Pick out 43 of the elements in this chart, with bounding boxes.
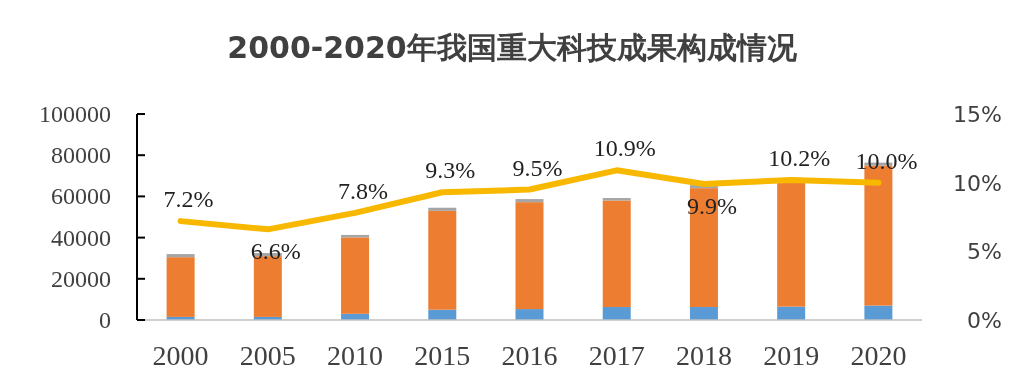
x-tick-label: 2016 bbox=[501, 340, 558, 371]
data-label: 9.3% bbox=[425, 157, 476, 184]
bar bbox=[777, 183, 806, 307]
x-tick-label: 2015 bbox=[414, 340, 471, 371]
x-tick-label: 2018 bbox=[675, 340, 732, 371]
chart-title: 2000-2020年我国重大科技成果构成情况 bbox=[227, 30, 798, 65]
y2-tick-label: 5% bbox=[967, 239, 1002, 265]
bar bbox=[602, 200, 631, 308]
data-label: 7.8% bbox=[338, 177, 389, 204]
bar bbox=[515, 202, 544, 310]
data-label: 10.0% bbox=[855, 147, 918, 174]
data-label: 9.5% bbox=[512, 154, 563, 181]
data-label: 6.6% bbox=[250, 238, 301, 265]
bar bbox=[777, 306, 806, 320]
bar bbox=[602, 198, 631, 201]
x-tick-label: 2005 bbox=[239, 340, 296, 371]
y-tick-label: 100000 bbox=[39, 101, 111, 127]
x-tick-label: 2000 bbox=[152, 340, 209, 371]
y-tick-label: 20000 bbox=[51, 265, 111, 292]
data-label: 10.2% bbox=[768, 144, 831, 171]
x-tick-label: 2020 bbox=[850, 340, 907, 371]
bar bbox=[428, 210, 457, 310]
data-label: 10.9% bbox=[593, 135, 656, 162]
y-tick-label: 40000 bbox=[51, 224, 111, 251]
bar bbox=[341, 237, 370, 314]
bar bbox=[602, 307, 631, 320]
x-tick-label: 2010 bbox=[327, 340, 384, 371]
bar bbox=[515, 309, 544, 320]
y2-tick-label: 15% bbox=[953, 102, 1002, 127]
bar bbox=[515, 199, 544, 203]
bar bbox=[689, 307, 718, 320]
bar bbox=[864, 305, 893, 320]
y-tick-label: 0 bbox=[99, 307, 111, 333]
y-tick-label: 60000 bbox=[51, 183, 111, 210]
y2-tick-label: 10% bbox=[953, 170, 1002, 196]
x-tick-label: 2017 bbox=[588, 340, 645, 371]
y-tick-label: 80000 bbox=[51, 142, 111, 169]
data-label: 7.2% bbox=[163, 186, 214, 213]
y2-tick-label: 0% bbox=[967, 308, 1002, 333]
bar bbox=[428, 207, 457, 211]
x-tick-label: 2019 bbox=[763, 340, 820, 371]
bar bbox=[166, 254, 195, 258]
bar bbox=[166, 257, 195, 317]
